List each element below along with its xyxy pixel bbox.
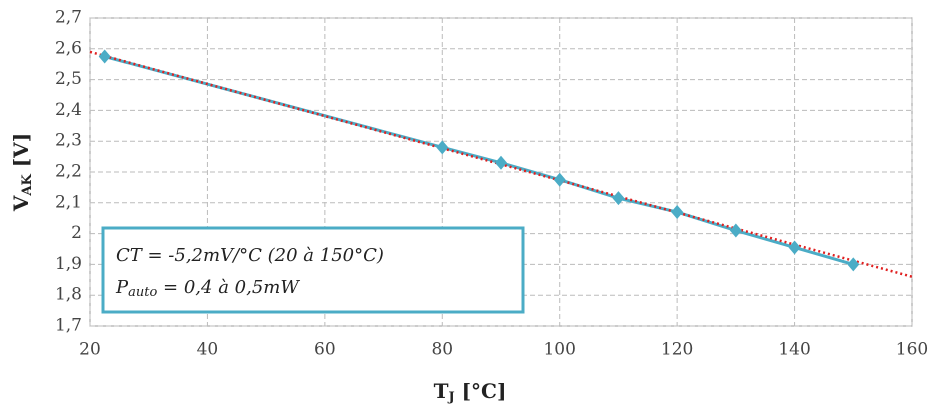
data-point xyxy=(788,240,801,255)
x-label-unit: [°C] xyxy=(462,379,507,403)
x-tick-label: 80 xyxy=(431,340,453,360)
y-label-unit: [V] xyxy=(9,133,33,167)
x-label-main: T xyxy=(434,379,449,403)
y-tick-label: 2,5 xyxy=(55,69,82,89)
data-point xyxy=(98,49,111,64)
annotation-line1: CT = -5,2mV/°C (20 à 150°C) xyxy=(116,245,384,266)
x-label-sub: J xyxy=(447,390,454,405)
x-tick-label: 140 xyxy=(778,340,810,360)
annotation-sub: auto xyxy=(128,285,157,300)
data-point xyxy=(612,191,625,206)
y-tick-label: 2,3 xyxy=(55,131,82,151)
y-tick-label: 2,6 xyxy=(55,38,82,58)
y-label-main: V xyxy=(9,195,33,212)
x-tick-label: 120 xyxy=(661,340,693,360)
annotation-rest: = 0,4 à 0,5mW xyxy=(163,277,300,298)
y-tick-label: 1,8 xyxy=(55,285,82,305)
x-tick-label: 100 xyxy=(543,340,575,360)
data-point xyxy=(553,172,566,187)
y-tick-label: 1,9 xyxy=(55,254,82,274)
y-tick-label: 2,1 xyxy=(55,192,82,212)
annotation-line2: Pauto = 0,4 à 0,5mW xyxy=(115,277,300,300)
y-tick-label: 1,7 xyxy=(55,316,82,336)
y-axis-label: VAK [V] xyxy=(9,133,35,212)
data-point xyxy=(847,257,860,272)
x-tick-label: 60 xyxy=(314,340,336,360)
x-tick-label: 40 xyxy=(197,340,219,360)
y-tick-label: 2,7 xyxy=(55,8,82,28)
y-tick-label: 2,2 xyxy=(55,162,82,182)
x-tick-label: 20 xyxy=(79,340,101,360)
data-point xyxy=(495,155,507,170)
x-axis-label: TJ [°C] xyxy=(434,379,507,405)
annotation-box xyxy=(101,226,525,314)
data-point xyxy=(436,140,449,155)
data-point xyxy=(729,223,742,238)
annotation-p: P xyxy=(115,277,129,298)
y-label-sub: AK xyxy=(20,174,35,197)
data-point xyxy=(671,205,684,220)
y-tick-label: 2 xyxy=(71,223,82,243)
x-tick-label: 160 xyxy=(896,340,928,360)
y-tick-label: 2,4 xyxy=(55,100,82,120)
